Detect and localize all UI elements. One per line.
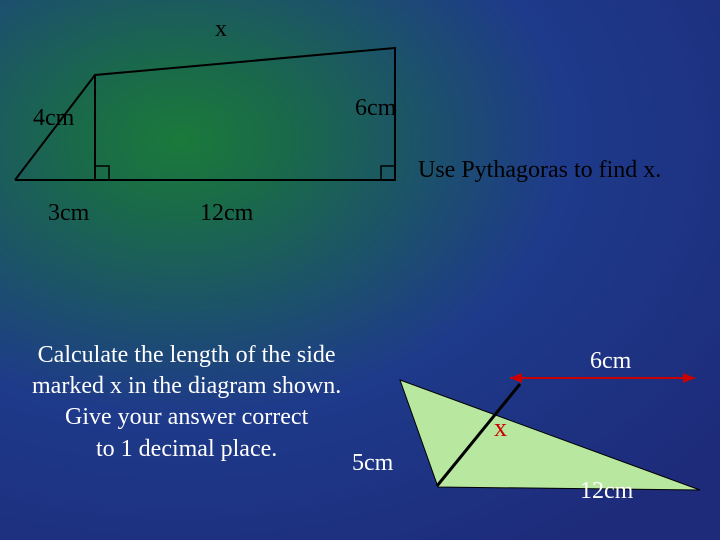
label-x-top: x <box>215 16 227 43</box>
instruction-top: Use Pythagoras to find x. <box>418 157 661 184</box>
label-6cm-top: 6cm <box>355 95 396 122</box>
label-12cm-top: 12cm <box>200 200 253 227</box>
label-3cm: 3cm <box>48 200 89 227</box>
top-diagram <box>0 0 720 250</box>
label-4cm: 4cm <box>33 105 74 132</box>
label-6cm-bottom: 6cm <box>590 348 631 375</box>
calculate-instruction: Calculate the length of the side marked … <box>32 340 341 465</box>
label-12cm-bottom: 12cm <box>580 478 633 505</box>
inst-line1: Calculate the length of the side <box>38 342 336 368</box>
inst-line2: marked x in the diagram shown. <box>32 373 341 399</box>
label-5cm: 5cm <box>352 450 393 477</box>
inst-line4: to 1 decimal place. <box>96 436 277 462</box>
label-x-bottom: x <box>494 413 507 443</box>
inst-line3: Give your answer correct <box>65 404 308 430</box>
